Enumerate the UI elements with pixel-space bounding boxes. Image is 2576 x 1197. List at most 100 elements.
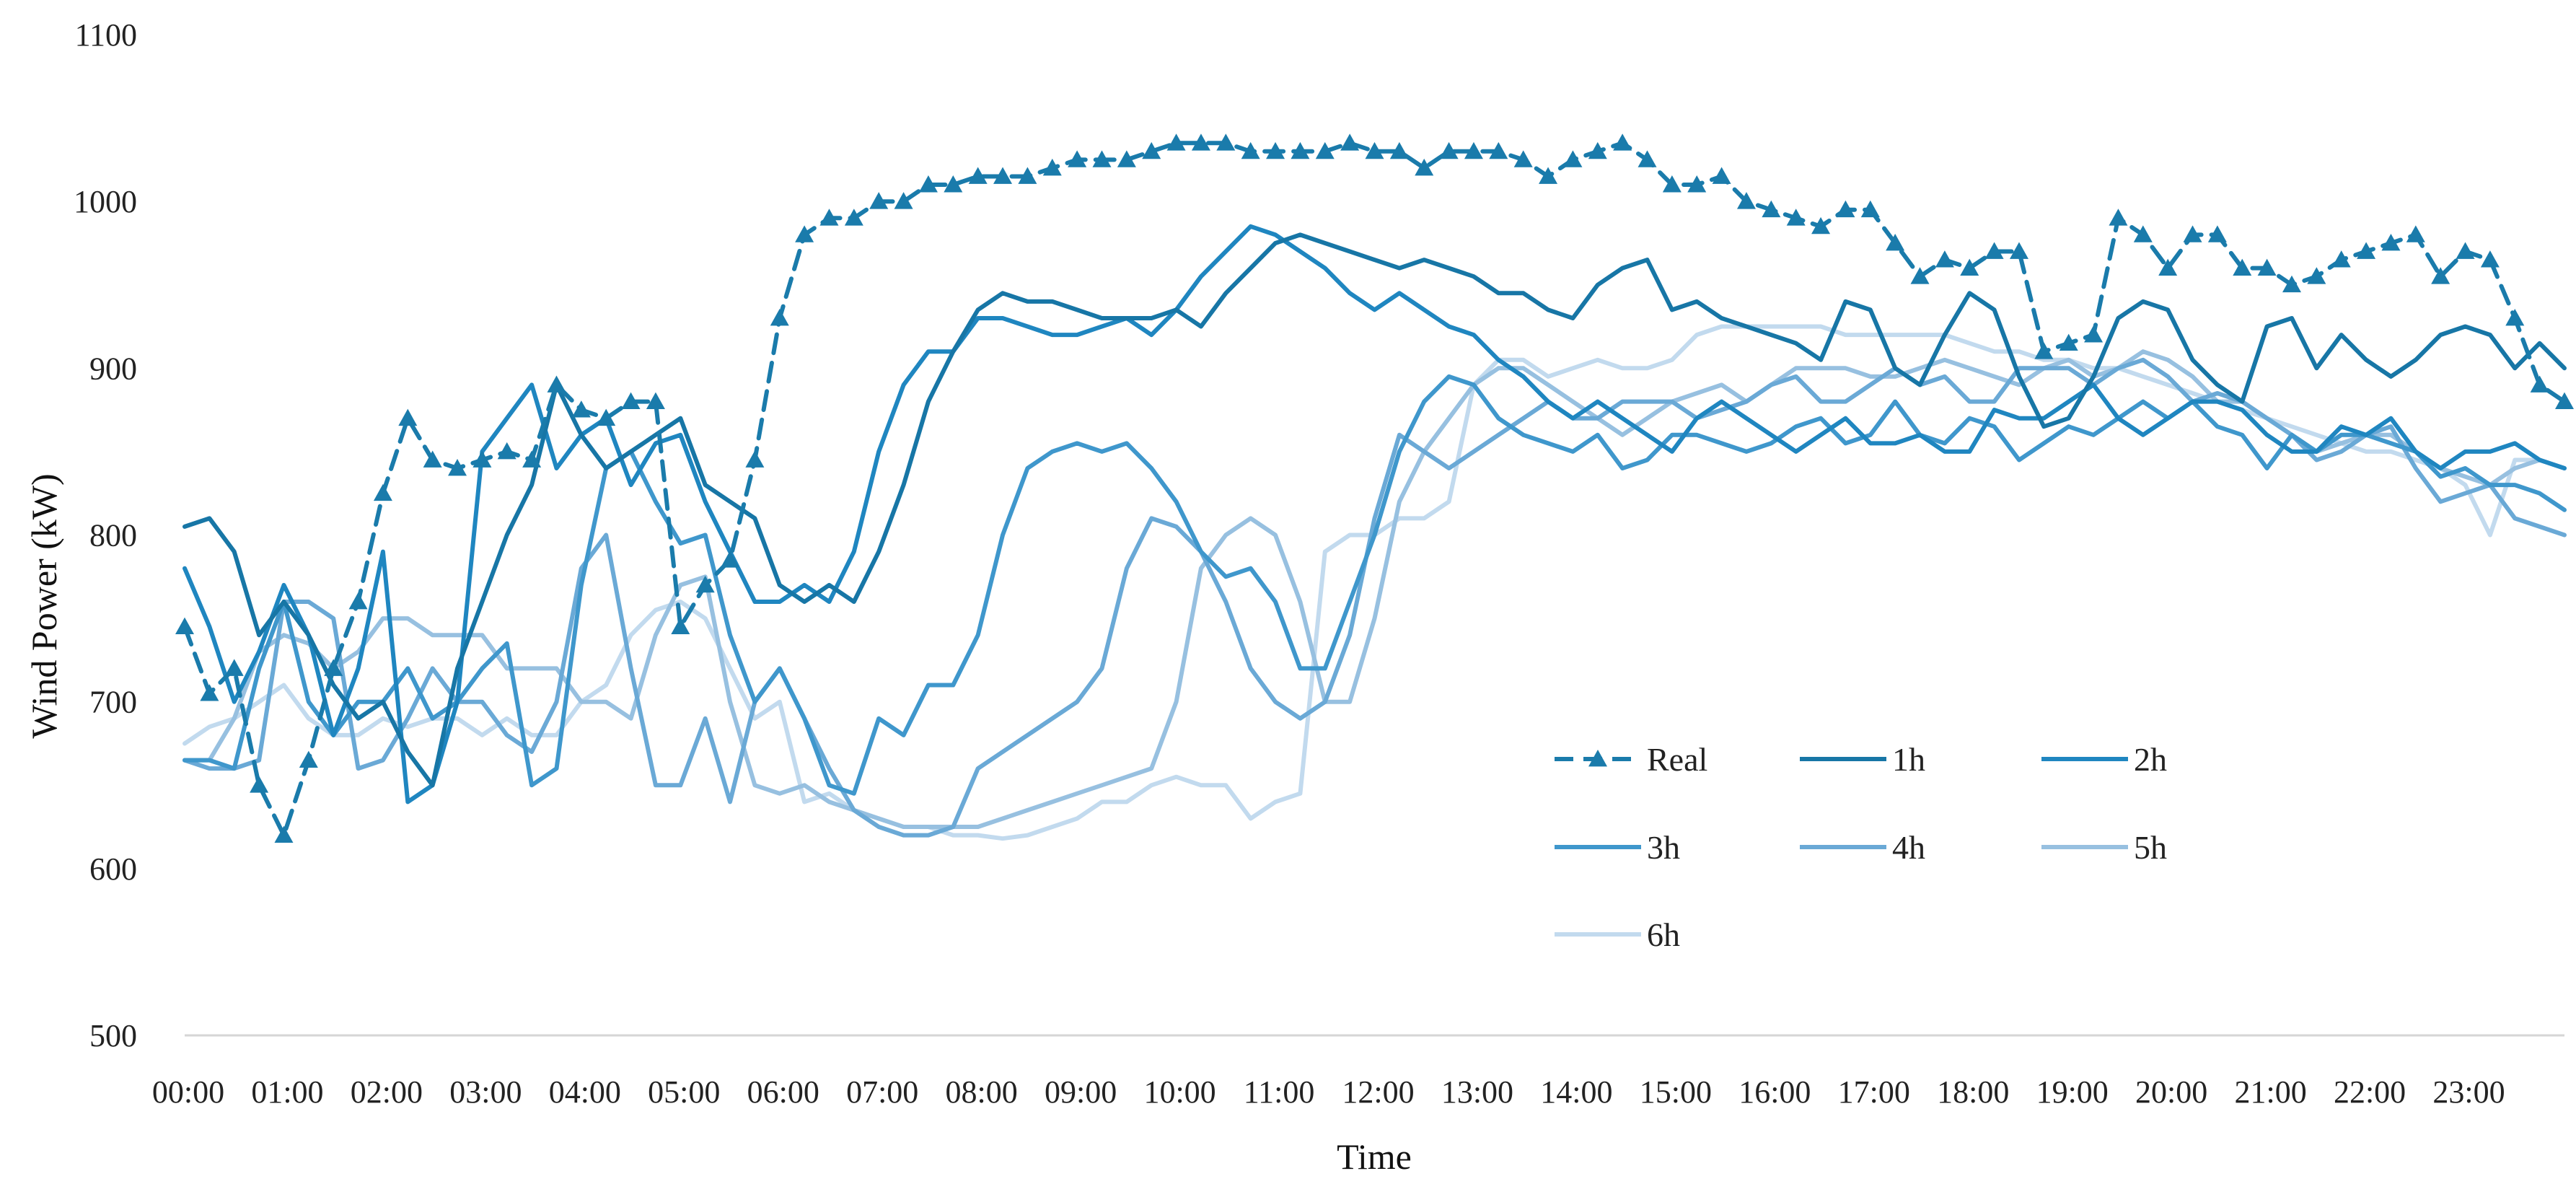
data-point <box>721 551 740 568</box>
data-point <box>1266 141 1285 159</box>
data-point <box>2530 375 2549 393</box>
data-point <box>2282 275 2301 293</box>
x-tick-label: 15:00 <box>1640 1074 1712 1110</box>
legend-item-6h: 6h <box>1555 916 1680 953</box>
x-tick-label: 06:00 <box>747 1074 819 1110</box>
data-point <box>2331 250 2351 268</box>
data-point <box>646 392 665 409</box>
data-point <box>671 617 690 635</box>
data-point <box>1389 141 1409 159</box>
data-point <box>2009 242 2028 259</box>
data-point <box>571 400 591 418</box>
x-tick-label: 17:00 <box>1838 1074 1910 1110</box>
data-point <box>1216 133 1236 151</box>
data-point <box>597 408 616 426</box>
x-tick-label: 20:00 <box>2135 1074 2207 1110</box>
data-point <box>1415 158 1434 176</box>
data-point <box>398 408 418 426</box>
data-point <box>1786 209 1806 226</box>
data-point <box>324 659 343 676</box>
data-point <box>1291 141 1310 159</box>
data-point <box>1910 267 1930 284</box>
y-tick-label: 600 <box>89 851 137 887</box>
data-point <box>1712 167 1731 184</box>
data-point <box>2555 392 2574 409</box>
data-point <box>2480 250 2500 268</box>
data-point <box>2233 258 2252 276</box>
x-tick-label: 01:00 <box>251 1074 323 1110</box>
legend-item-4h: 4h <box>1800 829 1925 866</box>
x-tick-label: 09:00 <box>1045 1074 1117 1110</box>
data-point <box>993 167 1013 184</box>
legend-marker <box>1588 750 1607 767</box>
data-point <box>2381 233 2401 251</box>
data-point <box>299 750 318 768</box>
legend-item-real: Real <box>1555 741 1707 778</box>
data-point <box>472 450 492 468</box>
legend-label: 6h <box>1647 916 1680 953</box>
data-point <box>2431 267 2450 284</box>
x-tick-label: 22:00 <box>2334 1074 2406 1110</box>
data-point <box>175 617 194 635</box>
y-tick-label: 1000 <box>74 184 137 219</box>
data-point <box>200 684 219 701</box>
data-point <box>844 209 863 226</box>
data-point <box>819 209 839 226</box>
y-axis-title: Wind Power (kW) <box>24 473 64 738</box>
data-point <box>869 192 889 209</box>
y-tick-label: 1100 <box>75 17 137 53</box>
legend-label: 2h <box>2134 741 2167 778</box>
data-point <box>1687 175 1707 193</box>
data-point <box>2357 242 2376 259</box>
data-point <box>448 459 467 476</box>
data-point <box>274 825 294 843</box>
data-point <box>423 450 442 468</box>
data-point <box>1117 150 1136 167</box>
data-point <box>2406 225 2425 242</box>
x-tick-label: 02:00 <box>351 1074 423 1110</box>
x-tick-label: 11:00 <box>1244 1074 1315 1110</box>
data-point <box>1142 141 1161 159</box>
data-point <box>1439 141 1459 159</box>
legend-label: 3h <box>1647 829 1680 866</box>
data-point <box>894 192 913 209</box>
legend-item-3h: 3h <box>1555 829 1680 866</box>
data-point <box>2456 242 2475 259</box>
data-point <box>1860 200 1880 218</box>
series-line-4h <box>183 357 2567 838</box>
data-point <box>695 575 715 593</box>
data-point <box>1762 200 1781 218</box>
x-axis-title: Time <box>1337 1136 1412 1177</box>
data-point <box>1191 133 1210 151</box>
x-tick-label: 16:00 <box>1738 1074 1811 1110</box>
data-point <box>1166 133 1186 151</box>
data-point <box>2307 267 2326 284</box>
data-point <box>2257 258 2277 276</box>
data-point <box>1068 150 1087 167</box>
data-point <box>1736 192 1756 209</box>
x-tick-label: 05:00 <box>648 1074 720 1110</box>
series-line-5h <box>183 349 2567 829</box>
data-point <box>1513 150 1533 167</box>
data-point <box>2109 209 2128 226</box>
x-tick-label: 23:00 <box>2432 1074 2505 1110</box>
data-point <box>547 375 566 393</box>
data-point <box>1241 141 1260 159</box>
data-point <box>1662 175 1682 193</box>
x-tick-label: 18:00 <box>1937 1074 2009 1110</box>
data-point <box>2034 342 2054 359</box>
data-point <box>348 592 368 610</box>
data-point <box>1811 216 1831 234</box>
data-point <box>497 442 516 460</box>
data-point <box>2158 258 2178 276</box>
legend-item-2h: 2h <box>2041 741 2167 778</box>
data-point <box>795 225 814 242</box>
series-line-1h <box>183 232 2567 788</box>
data-point <box>1638 150 1657 167</box>
legend-label: 4h <box>1892 829 1925 866</box>
x-tick-label: 10:00 <box>1143 1074 1216 1110</box>
data-point <box>1960 258 1979 276</box>
x-tick-label: 21:00 <box>2235 1074 2307 1110</box>
data-point <box>944 175 963 193</box>
